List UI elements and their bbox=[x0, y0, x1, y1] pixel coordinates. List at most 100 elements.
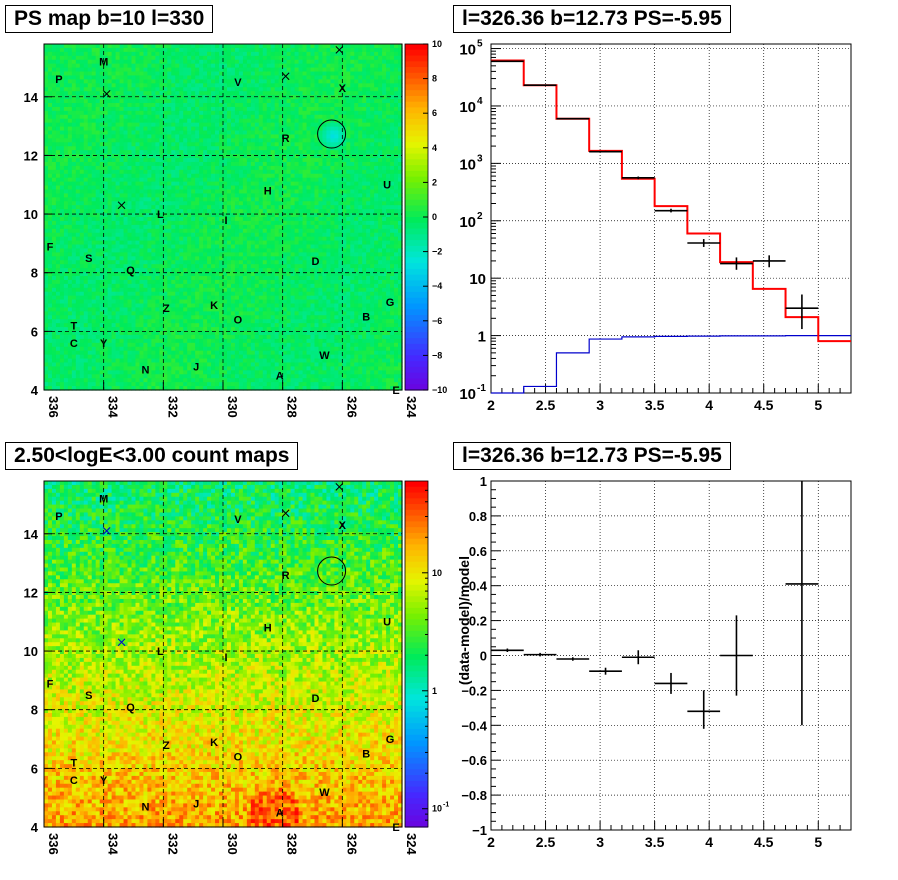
colorbar-label: 6 bbox=[432, 108, 437, 118]
x-tick-label: 5 bbox=[814, 834, 822, 850]
source-label-O: O bbox=[234, 315, 243, 327]
y-tick-label: 0.8 bbox=[469, 509, 487, 524]
source-label-K: K bbox=[210, 300, 218, 312]
spectrum-grid bbox=[491, 44, 851, 393]
residual-data-point bbox=[687, 690, 720, 728]
spectrum-data-point bbox=[589, 151, 622, 153]
x-tick-label: 332 bbox=[165, 396, 180, 418]
y-tick-exponent: -1 bbox=[477, 383, 486, 394]
colorbar-label: −6 bbox=[432, 316, 442, 326]
x-tick-label: 5 bbox=[814, 397, 822, 413]
y-tick-label: 10 bbox=[459, 156, 476, 173]
x-tick-label: 3.5 bbox=[645, 397, 665, 413]
y-tick-label: 10 bbox=[24, 644, 38, 659]
colorbar-label: 4 bbox=[432, 143, 437, 153]
source-label-V: V bbox=[234, 514, 242, 526]
x-tick-label: 2.5 bbox=[536, 834, 556, 850]
x-tick-label: 324 bbox=[404, 396, 419, 418]
colorbar-label: −4 bbox=[432, 281, 442, 291]
source-label-I: I bbox=[224, 652, 227, 664]
source-label-Z: Z bbox=[163, 740, 170, 752]
source-label-Y: Y bbox=[100, 338, 108, 350]
x-tick-label: 334 bbox=[106, 396, 121, 418]
x-tick-label: 4 bbox=[705, 397, 713, 413]
residual-ylabel: (data-model)/model bbox=[456, 556, 472, 685]
y-tick-label: 10 bbox=[459, 386, 476, 403]
y-tick-label: 14 bbox=[24, 527, 39, 542]
x-tick-label: 328 bbox=[285, 396, 300, 418]
source-label-T: T bbox=[70, 757, 77, 769]
source-label-Q: Q bbox=[126, 265, 135, 277]
x-tick-label: 324 bbox=[404, 833, 419, 855]
source-label-W: W bbox=[319, 350, 330, 362]
y-tick-label: 4 bbox=[31, 383, 39, 398]
source-label-P: P bbox=[55, 511, 62, 523]
source-label-O: O bbox=[234, 752, 243, 764]
residual-data-point bbox=[556, 657, 589, 660]
spectrum-data-point bbox=[720, 257, 753, 269]
source-label-B: B bbox=[362, 749, 370, 761]
residual-title: l=326.36 b=12.73 PS=-5.95 bbox=[453, 442, 731, 470]
source-label-S: S bbox=[85, 690, 92, 702]
y-tick-label: −0.8 bbox=[461, 788, 487, 803]
source-label-S: S bbox=[85, 253, 92, 265]
residual-data-point bbox=[720, 615, 753, 695]
background-model-histogram bbox=[491, 336, 851, 393]
x-tick-label: 2.5 bbox=[536, 397, 556, 413]
source-label-D: D bbox=[312, 256, 320, 268]
y-tick-label: 14 bbox=[24, 90, 39, 105]
source-label-G: G bbox=[386, 297, 395, 309]
colorbar-label: 8 bbox=[432, 74, 437, 84]
spectrum-data-point bbox=[753, 255, 786, 267]
source-label-I: I bbox=[224, 215, 227, 227]
y-tick-exponent: 3 bbox=[477, 153, 483, 164]
x-tick-label: 330 bbox=[225, 396, 240, 418]
spectrum-frame bbox=[491, 44, 851, 393]
source-label-Q: Q bbox=[126, 702, 135, 714]
count-map-title: 2.50<logE<3.00 count maps bbox=[5, 442, 298, 470]
source-label-G: G bbox=[386, 734, 395, 746]
y-tick-label: 10 bbox=[24, 207, 38, 222]
y-tick-label: 6 bbox=[31, 761, 38, 776]
spectrum-data-point bbox=[687, 239, 720, 247]
model-histogram bbox=[491, 60, 851, 341]
source-label-N: N bbox=[141, 364, 149, 376]
source-label-F: F bbox=[47, 678, 54, 690]
source-label-W: W bbox=[319, 787, 330, 799]
x-tick-label: 332 bbox=[165, 833, 180, 855]
y-tick-label: 12 bbox=[24, 148, 38, 163]
source-label-F: F bbox=[47, 241, 54, 253]
y-tick-label: −0.6 bbox=[461, 753, 487, 768]
y-tick-label: 6 bbox=[31, 324, 38, 339]
source-label-Y: Y bbox=[100, 775, 108, 787]
y-tick-label: 10 bbox=[459, 214, 476, 231]
source-label-J: J bbox=[193, 799, 199, 811]
x-tick-label: 2 bbox=[487, 834, 495, 850]
y-tick-exponent: 5 bbox=[477, 39, 483, 50]
source-label-N: N bbox=[141, 801, 149, 813]
source-label-T: T bbox=[70, 320, 77, 332]
x-tick-label: 330 bbox=[225, 833, 240, 855]
source-label-R: R bbox=[282, 570, 290, 582]
y-tick-label: 10 bbox=[469, 271, 486, 288]
x-tick-label: 4.5 bbox=[754, 834, 774, 850]
source-label-X: X bbox=[339, 520, 347, 532]
y-tick-label: 10 bbox=[459, 99, 476, 116]
x-tick-label: 328 bbox=[285, 833, 300, 855]
source-label-E: E bbox=[392, 385, 399, 397]
source-label-Z: Z bbox=[163, 303, 170, 315]
source-label-M: M bbox=[99, 494, 108, 506]
colorbar-label: 0 bbox=[432, 212, 437, 222]
spectrum-data-point bbox=[655, 209, 688, 213]
y-tick-label: 1 bbox=[478, 329, 486, 346]
source-label-D: D bbox=[312, 693, 320, 705]
y-tick-label: 4 bbox=[31, 820, 39, 835]
y-tick-label: 1 bbox=[480, 474, 487, 489]
y-tick-exponent: 2 bbox=[477, 211, 483, 222]
source-label-P: P bbox=[55, 74, 62, 86]
